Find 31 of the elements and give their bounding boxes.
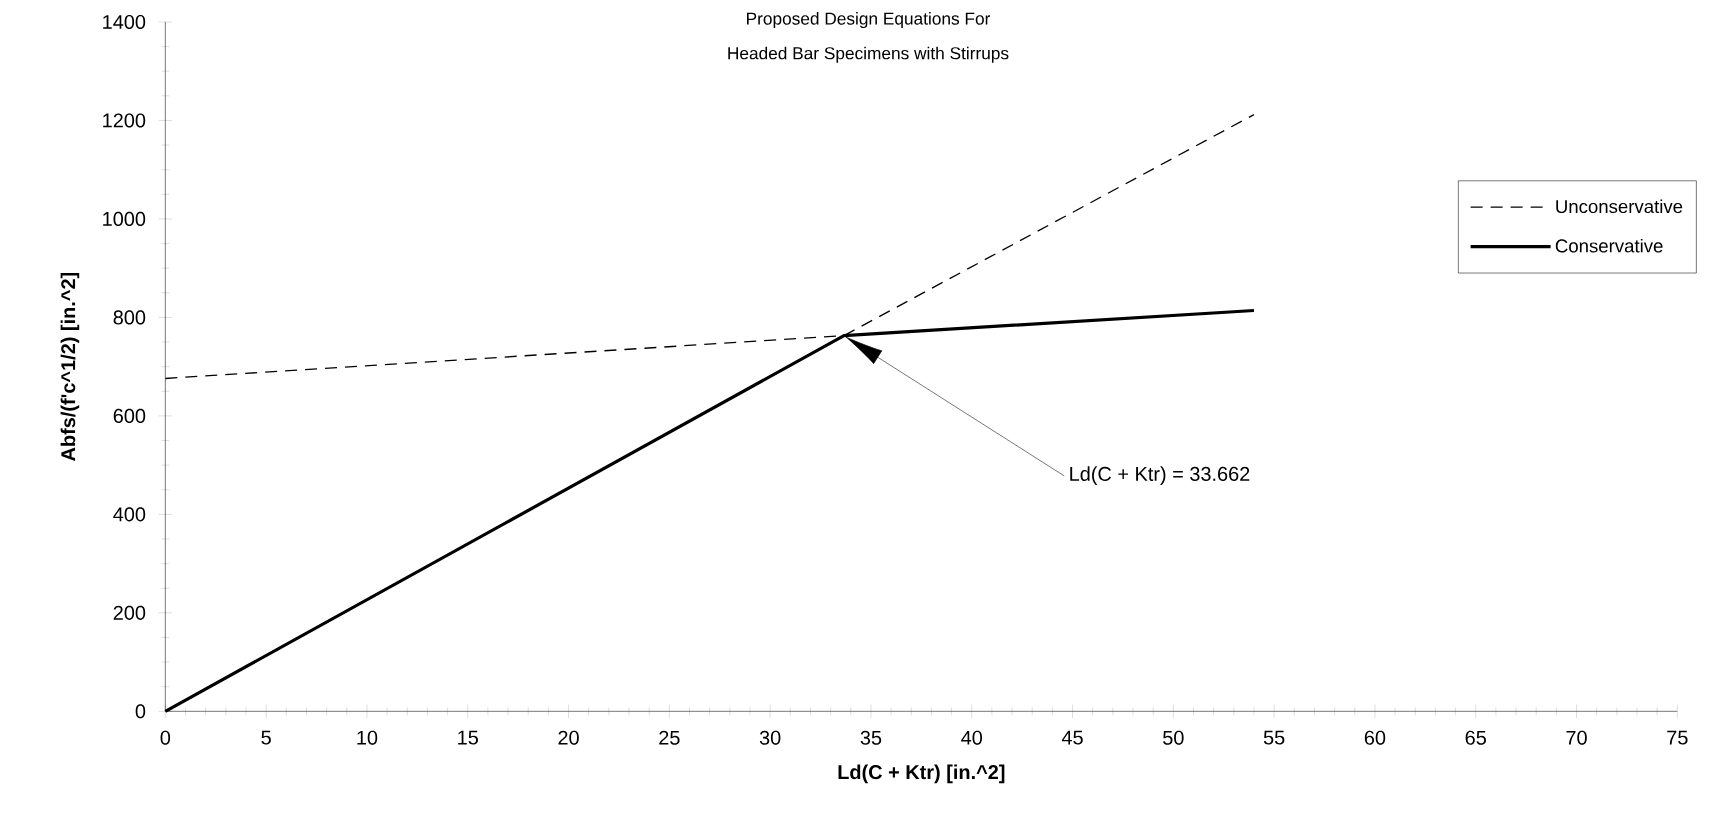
x-tick-label: 25 xyxy=(659,730,680,745)
y-tick-label: 800 xyxy=(113,310,146,325)
y-tick-label: 1200 xyxy=(103,113,146,128)
text: Headed Bar Specimens with Stirrups xyxy=(728,46,1009,63)
x-tick-label: 75 xyxy=(1667,730,1688,745)
y-tick-label: 400 xyxy=(113,507,146,522)
y-tick-label: 200 xyxy=(113,605,146,620)
x-tick-label: 45 xyxy=(1061,730,1083,745)
x-tick-label: 15 xyxy=(458,730,478,745)
y-tick-label: 1400 xyxy=(103,14,146,30)
x-tick-label: 70 xyxy=(1566,730,1587,745)
x-tick-label: 5 xyxy=(261,730,271,745)
y-axis-title: Abfs/(f'c^1/2) [in.^2] xyxy=(60,272,80,461)
annotation: Ld(C + Ktr) = 33.662 xyxy=(1070,466,1250,485)
x-tick-label: 50 xyxy=(1163,730,1184,745)
x-tick-label: 35 xyxy=(860,730,882,745)
x-tick-label: 65 xyxy=(1465,730,1486,745)
x-tick-label: 40 xyxy=(961,730,983,745)
y-tick-label: 1000 xyxy=(103,211,146,226)
x-tick-label: 0 xyxy=(160,730,171,745)
x-axis-title: Ld(C + Ktr) [in.^2] xyxy=(838,764,1005,784)
legend-label: Conservative xyxy=(1555,238,1663,253)
legend-label: Unconservative xyxy=(1556,199,1683,214)
x-tick-label: 10 xyxy=(357,730,378,745)
x-tick-label: 55 xyxy=(1263,730,1285,745)
y-tick-label: 600 xyxy=(113,408,146,423)
chart-title: Proposed Design Equations For xyxy=(747,12,991,29)
x-tick-label: 20 xyxy=(558,730,579,745)
x-tick-label: 60 xyxy=(1364,730,1386,745)
x-tick-label: 30 xyxy=(759,730,781,745)
y-tick-label: 0 xyxy=(135,704,146,719)
